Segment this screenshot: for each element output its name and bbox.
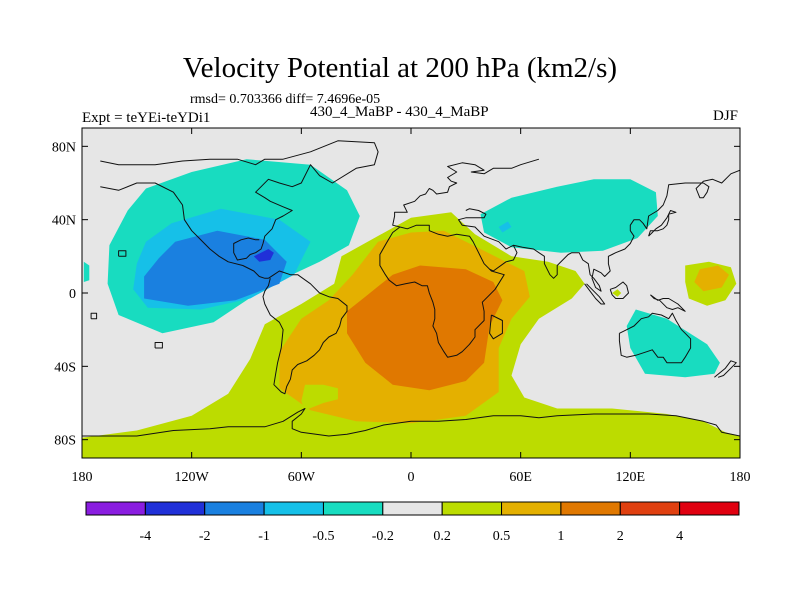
coastline-8 <box>584 283 606 305</box>
experiment-label: Expt = teYEi-teYDi1 <box>82 110 211 126</box>
stats-label: rmsd= 0.703366 diff= 7.4696e-05 <box>190 92 381 107</box>
coastline-16 <box>90 312 98 320</box>
colorbar-label-3: -0.5 <box>312 529 334 544</box>
colorbar-box-6 <box>441 501 503 516</box>
contour-region-12 <box>347 265 503 391</box>
coastline-4 <box>379 224 505 358</box>
contour-region-2 <box>480 179 658 253</box>
contour-region-1 <box>83 261 90 282</box>
colorbar-label-8: 2 <box>617 529 624 544</box>
season-label: DJF <box>712 108 738 124</box>
coastline-17 <box>118 250 127 257</box>
coastline-9 <box>609 281 629 299</box>
x-tick-label-0: 180 <box>72 470 93 485</box>
contour-region-13 <box>301 384 338 411</box>
y-tick-label-3: 40S <box>54 360 76 375</box>
coastline-1 <box>100 182 269 279</box>
y-tick-label-0: 80N <box>52 140 76 155</box>
colorbar-box-5 <box>382 501 443 516</box>
colorbar-box-2 <box>204 501 265 516</box>
contour-region-5 <box>498 221 512 233</box>
x-tick-label-4: 60E <box>509 470 532 485</box>
colorbar-label-5: 0.2 <box>433 529 451 544</box>
colorbar-box-3 <box>263 501 324 516</box>
x-tick-label-2: 60W <box>288 470 316 485</box>
colorbar-label-7: 1 <box>557 529 564 544</box>
coastline-6 <box>458 208 518 272</box>
colorbar-label-4: -0.2 <box>372 529 394 544</box>
contour-region-11 <box>694 265 729 292</box>
x-tick-label-6: 180 <box>730 470 751 485</box>
coastline-12 <box>714 360 737 378</box>
x-tick-label-1: 120W <box>175 470 210 485</box>
contour-region-14 <box>612 289 622 297</box>
coastline-14 <box>82 408 740 437</box>
coastline-2 <box>262 270 348 395</box>
colorbar: -4 -2 -1 -0.5 -0.2 0.2 0.5 1 2 4 <box>85 501 740 544</box>
y-tick-label-4: 80S <box>54 434 76 449</box>
colorbar-label-6: 0.5 <box>493 529 511 544</box>
axes: 180 120W 60W 0 60E 120E 180 80N 40N 0 40S 80S <box>52 128 751 485</box>
colorbar-box-9 <box>619 501 681 516</box>
y-tick-label-1: 40N <box>52 214 76 229</box>
colorbar-label-0: -4 <box>140 529 152 544</box>
contour-region-7 <box>253 249 274 262</box>
coastline-0 <box>100 140 379 261</box>
colorbar-box-1 <box>144 501 206 516</box>
plot-area <box>82 128 740 458</box>
colorbar-label-9: 4 <box>676 529 683 544</box>
coastline-5 <box>489 314 503 340</box>
coastline-11 <box>648 210 677 237</box>
x-tick-label-3: 0 <box>408 470 415 485</box>
colorbar-box-8 <box>560 501 621 516</box>
colorbar-label-1: -2 <box>199 529 211 544</box>
colorbar-label-2: -1 <box>258 529 270 544</box>
coastline-3 <box>392 158 540 228</box>
coastlines <box>82 140 740 437</box>
contour-region-6 <box>144 230 287 306</box>
coastline-15 <box>154 342 163 349</box>
colorbar-box-7 <box>501 501 562 516</box>
x-tick-label-5: 120E <box>616 470 646 485</box>
colorbar-box-4 <box>322 501 384 516</box>
contour-region-3 <box>626 309 720 378</box>
colorbar-box-10 <box>679 501 740 516</box>
coastline-13 <box>650 294 686 312</box>
chart-title: Velocity Potential at 200 hPa (km2/s) <box>182 52 618 84</box>
coastline-7 <box>513 169 740 292</box>
y-tick-label-2: 0 <box>69 287 76 302</box>
case-label: 430_4_MaBP - 430_4_MaBP <box>310 104 489 120</box>
colorbar-box-0 <box>85 501 146 516</box>
coastline-10 <box>618 312 692 364</box>
